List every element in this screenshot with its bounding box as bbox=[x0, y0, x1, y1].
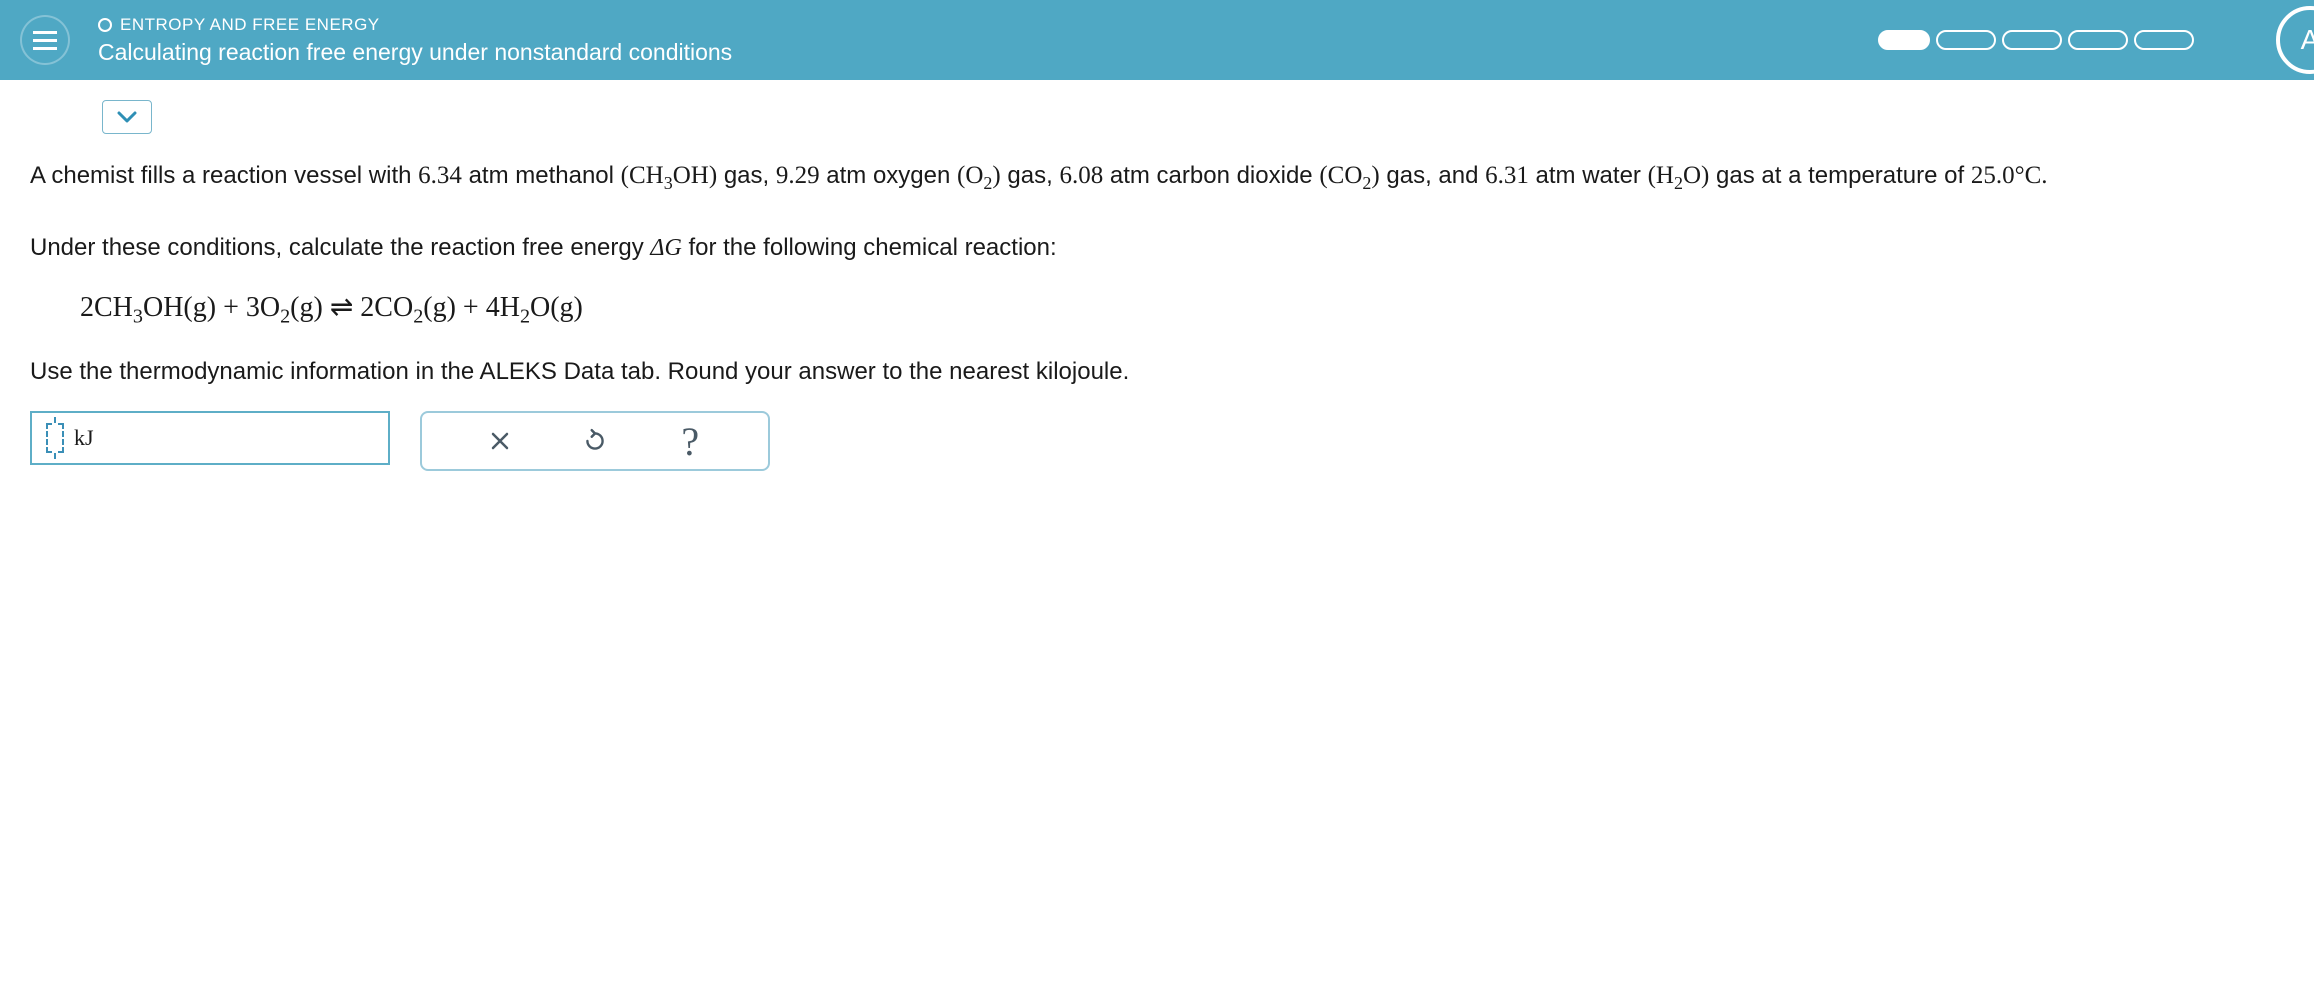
progress-pill bbox=[1936, 30, 1996, 50]
help-button[interactable]: ? bbox=[672, 423, 708, 459]
content-area: A chemist fills a reaction vessel with 6… bbox=[0, 80, 2314, 491]
progress-indicator bbox=[1878, 30, 2194, 50]
user-badge[interactable]: A bbox=[2276, 6, 2314, 74]
answer-input[interactable]: kJ bbox=[30, 411, 390, 465]
answer-controls: ? bbox=[420, 411, 770, 471]
delta-g: ΔG bbox=[650, 235, 681, 261]
instruction-2: Use the thermodynamic information in the… bbox=[30, 352, 2284, 393]
progress-pill bbox=[2134, 30, 2194, 50]
hamburger-menu-icon[interactable] bbox=[20, 15, 70, 65]
question-mark-icon: ? bbox=[681, 418, 699, 465]
topic-circle-icon bbox=[98, 18, 112, 32]
formula-methanol: (CH3OH) bbox=[621, 162, 718, 189]
chevron-down-icon bbox=[117, 110, 137, 124]
page-title: Calculating reaction free energy under n… bbox=[98, 39, 732, 66]
input-cursor-icon bbox=[46, 423, 64, 453]
expand-button[interactable] bbox=[102, 100, 152, 134]
badge-letter: A bbox=[2301, 24, 2314, 56]
answer-row: kJ ? bbox=[30, 411, 2284, 471]
answer-unit: kJ bbox=[74, 425, 94, 451]
formula-water: (H2O) bbox=[1648, 162, 1710, 189]
x-icon bbox=[488, 429, 512, 453]
problem-statement: A chemist fills a reaction vessel with 6… bbox=[30, 152, 2284, 200]
page-header: ENTROPY AND FREE ENERGY Calculating reac… bbox=[0, 0, 2314, 80]
topic-label: ENTROPY AND FREE ENERGY bbox=[120, 15, 380, 35]
formula-co2: (CO2) bbox=[1319, 162, 1379, 189]
chemical-equation: 2CH3OH(g) + 3O2(g) ⇌ 2CO2(g) + 4H2O(g) bbox=[80, 290, 2284, 324]
clear-button[interactable] bbox=[482, 423, 518, 459]
topic-line: ENTROPY AND FREE ENERGY bbox=[98, 15, 732, 35]
header-text: ENTROPY AND FREE ENERGY Calculating reac… bbox=[98, 15, 732, 66]
formula-oxygen: (O2) bbox=[957, 162, 1001, 189]
progress-pill bbox=[2002, 30, 2062, 50]
reset-button[interactable] bbox=[577, 423, 613, 459]
progress-pill bbox=[1878, 30, 1930, 50]
instruction-1: Under these conditions, calculate the re… bbox=[30, 228, 2284, 269]
undo-icon bbox=[582, 428, 608, 454]
progress-pill bbox=[2068, 30, 2128, 50]
